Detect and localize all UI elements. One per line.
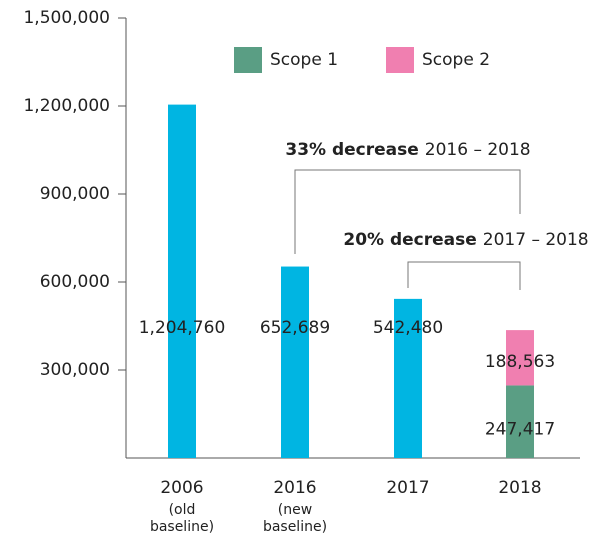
value-label: 188,563 [485, 352, 555, 372]
bracket [294, 169, 521, 254]
bar [281, 266, 309, 458]
legend-label: Scope 1 [270, 50, 338, 70]
x-tick-label: 2016 [273, 478, 316, 498]
stack-segment [506, 330, 534, 386]
stack-segment [506, 385, 534, 458]
annotation-bold: 20% decrease [343, 230, 476, 250]
bar [168, 104, 196, 459]
y-tick-label: 900,000 [40, 184, 110, 204]
legend-label: Scope 2 [422, 50, 490, 70]
annotation-bold: 33% decrease [285, 140, 418, 160]
annotation: 20% decrease 2017 – 2018 [343, 230, 588, 250]
value-label: 542,480 [373, 318, 443, 338]
x-tick-label: 2017 [386, 478, 429, 498]
y-tick-label: 300,000 [40, 360, 110, 380]
value-label: 652,689 [260, 318, 330, 338]
y-tick-label: 600,000 [40, 272, 110, 292]
legend-swatch [386, 47, 414, 73]
y-tick-label: 1,200,000 [23, 96, 110, 116]
annotation-text: 2016 – 2018 [425, 140, 531, 160]
y-tick-label: 1,500,000 [23, 8, 110, 28]
legend-swatch [234, 47, 262, 73]
bar [394, 298, 422, 458]
x-tick-label: 2006 [160, 478, 203, 498]
value-label: 247,417 [485, 420, 555, 440]
x-tick-label: 2018 [498, 478, 541, 498]
annotation-text: 2017 – 2018 [483, 230, 589, 250]
x-tick-note: (new baseline) [263, 502, 327, 535]
bracket [407, 261, 521, 290]
annotation: 33% decrease 2016 – 2018 [285, 140, 530, 160]
x-tick-note: (old baseline) [150, 502, 214, 535]
value-label: 1,204,760 [139, 318, 226, 338]
